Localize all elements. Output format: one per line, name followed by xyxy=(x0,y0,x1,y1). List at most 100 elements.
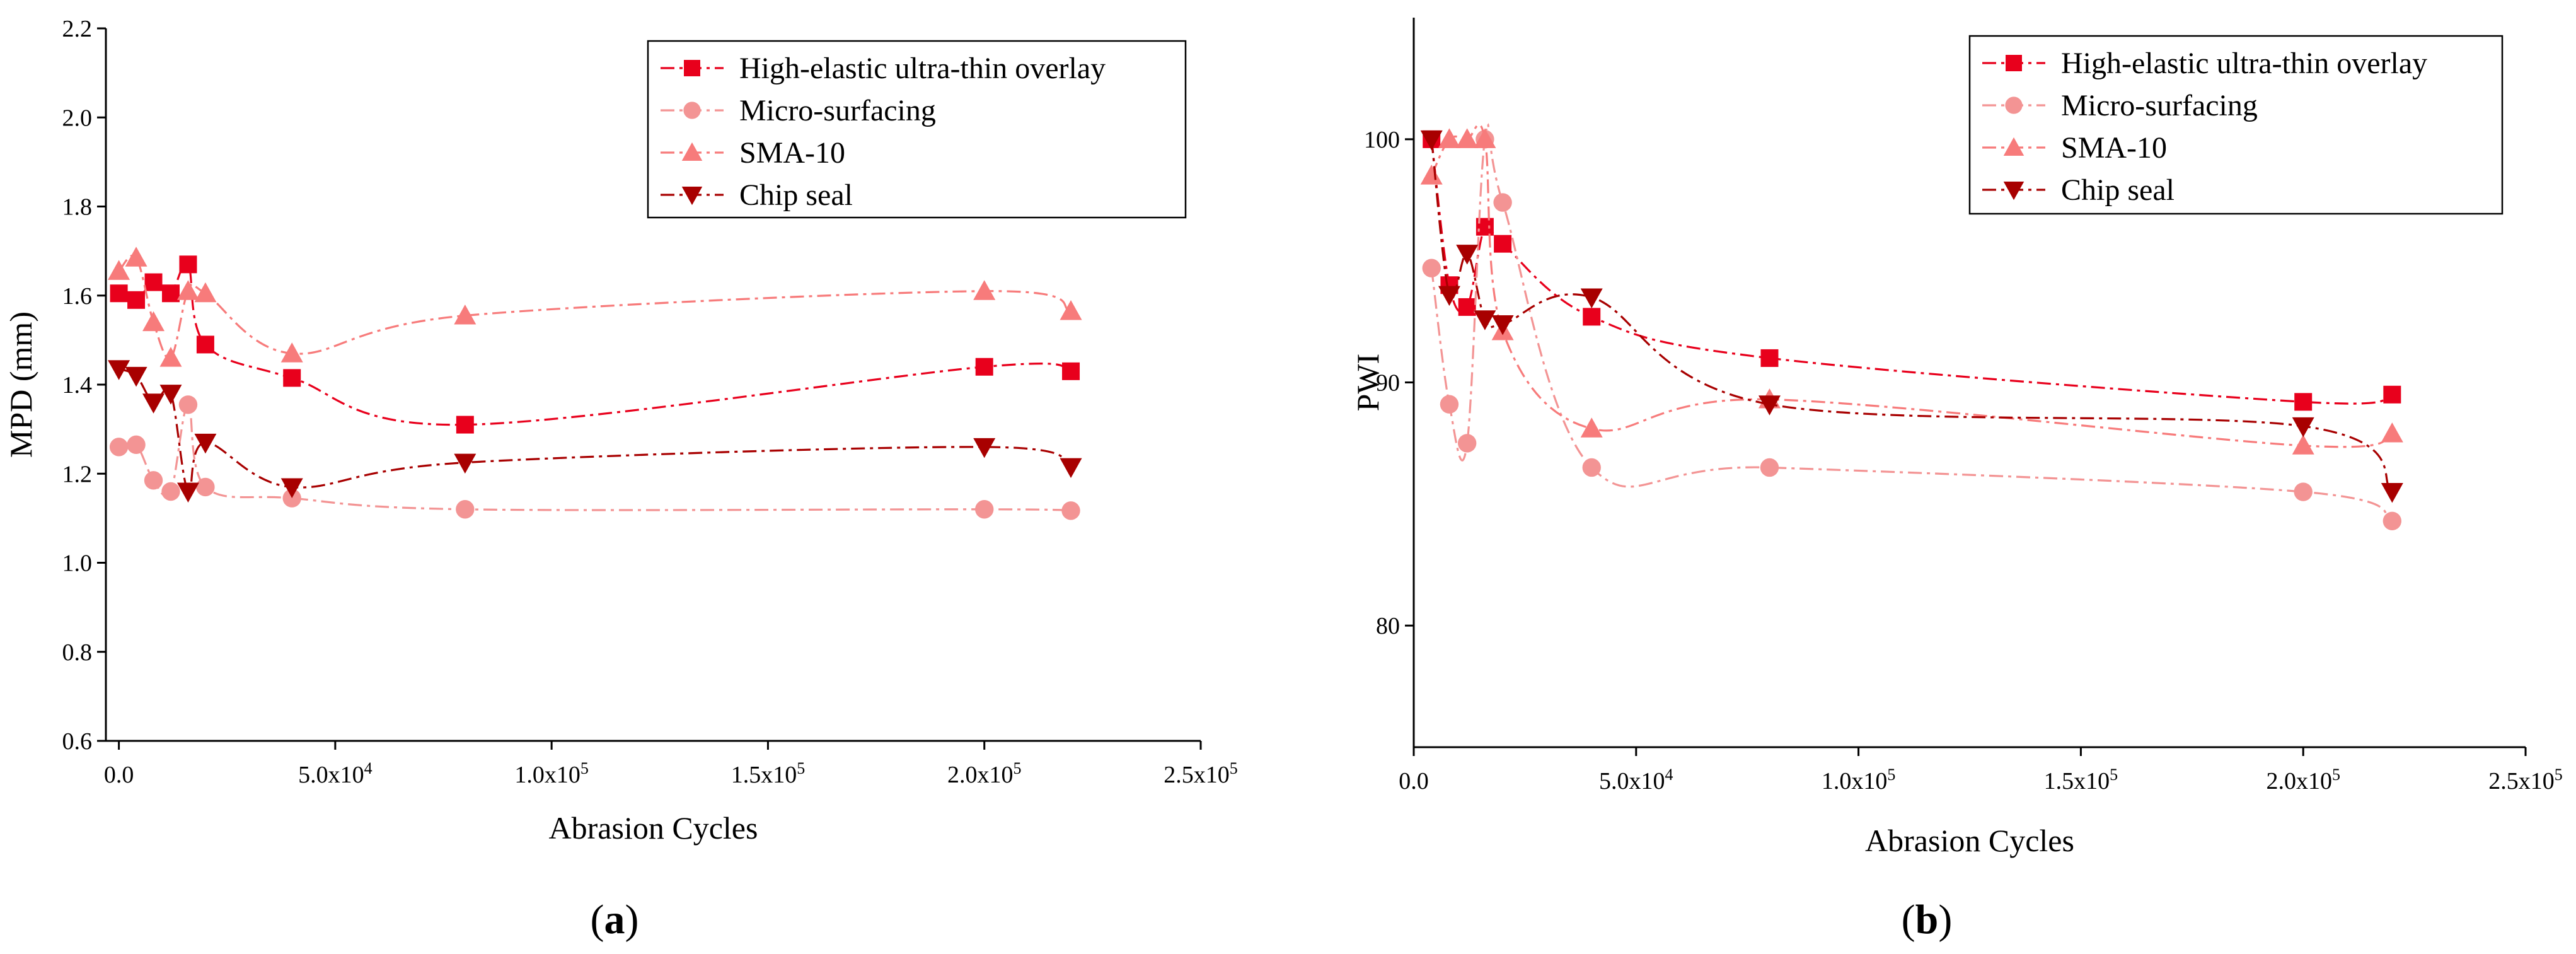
data-point xyxy=(196,477,215,497)
x-tick-label: 2.0x105 xyxy=(2266,765,2340,795)
series-line xyxy=(118,368,1071,494)
data-point xyxy=(975,358,993,376)
data-point xyxy=(1760,458,1779,477)
data-point xyxy=(975,500,994,519)
panel-label: (b) xyxy=(1902,897,1953,943)
series-micro-surfacing xyxy=(109,395,1080,520)
y-tick-label: 1.0 xyxy=(62,550,93,577)
data-point xyxy=(161,284,180,303)
panel-label: (a) xyxy=(591,897,639,943)
data-point xyxy=(1060,300,1082,320)
data-point xyxy=(178,395,198,414)
legend-label: Chip seal xyxy=(2061,173,2175,207)
data-point xyxy=(283,369,301,387)
y-tick-label: 90 xyxy=(1376,370,1400,397)
legend-item: Chip seal xyxy=(1982,173,2175,207)
data-point xyxy=(1760,349,1779,367)
data-point xyxy=(1474,128,1496,148)
data-point xyxy=(176,280,199,300)
legend-label: High-elastic ultra-thin overlay xyxy=(739,52,1106,85)
legend-frame xyxy=(1968,35,2504,215)
legend-item: Chip seal xyxy=(661,178,853,212)
legend-item: Micro-surfacing xyxy=(1982,89,2258,122)
data-point xyxy=(161,482,180,501)
x-tick-label: 5.0x104 xyxy=(298,759,373,789)
data-point xyxy=(159,385,182,405)
series-high-elastic-ultra-thin-overlay xyxy=(110,255,1080,434)
y-tick-label: 0.8 xyxy=(62,639,93,666)
data-point xyxy=(144,273,163,291)
data-point xyxy=(2292,434,2314,455)
data-point xyxy=(125,366,147,387)
data-point xyxy=(194,282,217,303)
series-line xyxy=(118,254,1071,360)
data-point xyxy=(1457,434,1477,453)
legend-swatch-marker xyxy=(683,102,701,119)
legend-swatch-marker xyxy=(684,60,700,76)
data-point xyxy=(1438,128,1460,148)
data-point xyxy=(127,435,146,455)
data-point xyxy=(2383,511,2402,531)
data-point xyxy=(2383,385,2401,404)
data-point xyxy=(144,471,163,490)
data-point xyxy=(1580,288,1603,309)
data-point xyxy=(282,489,301,508)
legend-swatch-marker xyxy=(2005,96,2023,114)
data-point xyxy=(280,478,303,498)
legend-item: SMA-10 xyxy=(1982,131,2167,165)
x-tick-label: 1.5x105 xyxy=(731,759,806,789)
data-point xyxy=(1583,308,1601,326)
series-chip-seal xyxy=(1420,130,2403,503)
x-tick-label: 2.0x105 xyxy=(947,759,1022,789)
data-point xyxy=(973,280,996,300)
series-line xyxy=(118,404,1071,512)
data-point xyxy=(280,342,303,363)
data-point xyxy=(1456,245,1479,265)
x-tick-label: 1.5x105 xyxy=(2044,765,2118,795)
legend-swatch-marker xyxy=(2006,55,2022,71)
data-point xyxy=(1438,286,1460,306)
x-axis-title: Abrasion Cycles xyxy=(549,810,758,846)
x-tick-label: 0.0 xyxy=(1399,768,1429,794)
data-point xyxy=(179,255,197,274)
data-point xyxy=(1582,458,1601,477)
data-point xyxy=(1456,128,1479,148)
data-point xyxy=(1474,310,1496,330)
data-point xyxy=(1493,193,1512,212)
legend-label: SMA-10 xyxy=(2061,131,2167,165)
legend-label: Micro-surfacing xyxy=(739,94,936,127)
data-point xyxy=(1580,417,1603,438)
data-point xyxy=(125,247,147,267)
legend-swatch-marker xyxy=(681,142,703,161)
y-axis-title: MPD (mm) xyxy=(3,311,38,458)
data-point xyxy=(1420,130,1443,151)
chart-panel-b: 80 90 100 0.0 5.0x104 1.0x105 1.5x105 2.0x105 2.… xyxy=(1350,18,2563,943)
chart-panel-a: 0.6 0.8 1.0 1.2 1.4 1.6 1.8 2.0 2.2 0.0 5.0x104 1.0… xyxy=(3,16,1238,943)
data-point xyxy=(973,438,996,458)
data-point xyxy=(1060,458,1082,479)
data-point xyxy=(110,284,128,303)
series-chip-seal xyxy=(108,360,1082,503)
data-point xyxy=(108,260,130,280)
data-point xyxy=(142,393,165,414)
legend-swatch-marker xyxy=(681,187,703,206)
data-point xyxy=(1491,315,1514,335)
data-point xyxy=(456,416,474,434)
data-point xyxy=(127,291,146,309)
x-tick-label: 5.0x104 xyxy=(1599,765,1673,795)
legend-frame xyxy=(647,40,1187,219)
x-tick-label: 1.0x105 xyxy=(1822,765,1896,795)
series-sma-10 xyxy=(108,247,1082,367)
data-point xyxy=(2294,482,2313,501)
y-tick-label: 1.8 xyxy=(62,194,93,221)
x-tick-label: 1.0x105 xyxy=(514,759,589,789)
data-point xyxy=(142,311,165,332)
data-point xyxy=(454,305,477,325)
data-point xyxy=(1422,259,1441,277)
y-tick-label: 2.2 xyxy=(62,16,93,42)
y-tick-label: 1.2 xyxy=(62,461,93,487)
data-point xyxy=(2381,422,2403,443)
y-tick-label: 100 xyxy=(1364,127,1400,153)
data-point xyxy=(2292,417,2314,438)
